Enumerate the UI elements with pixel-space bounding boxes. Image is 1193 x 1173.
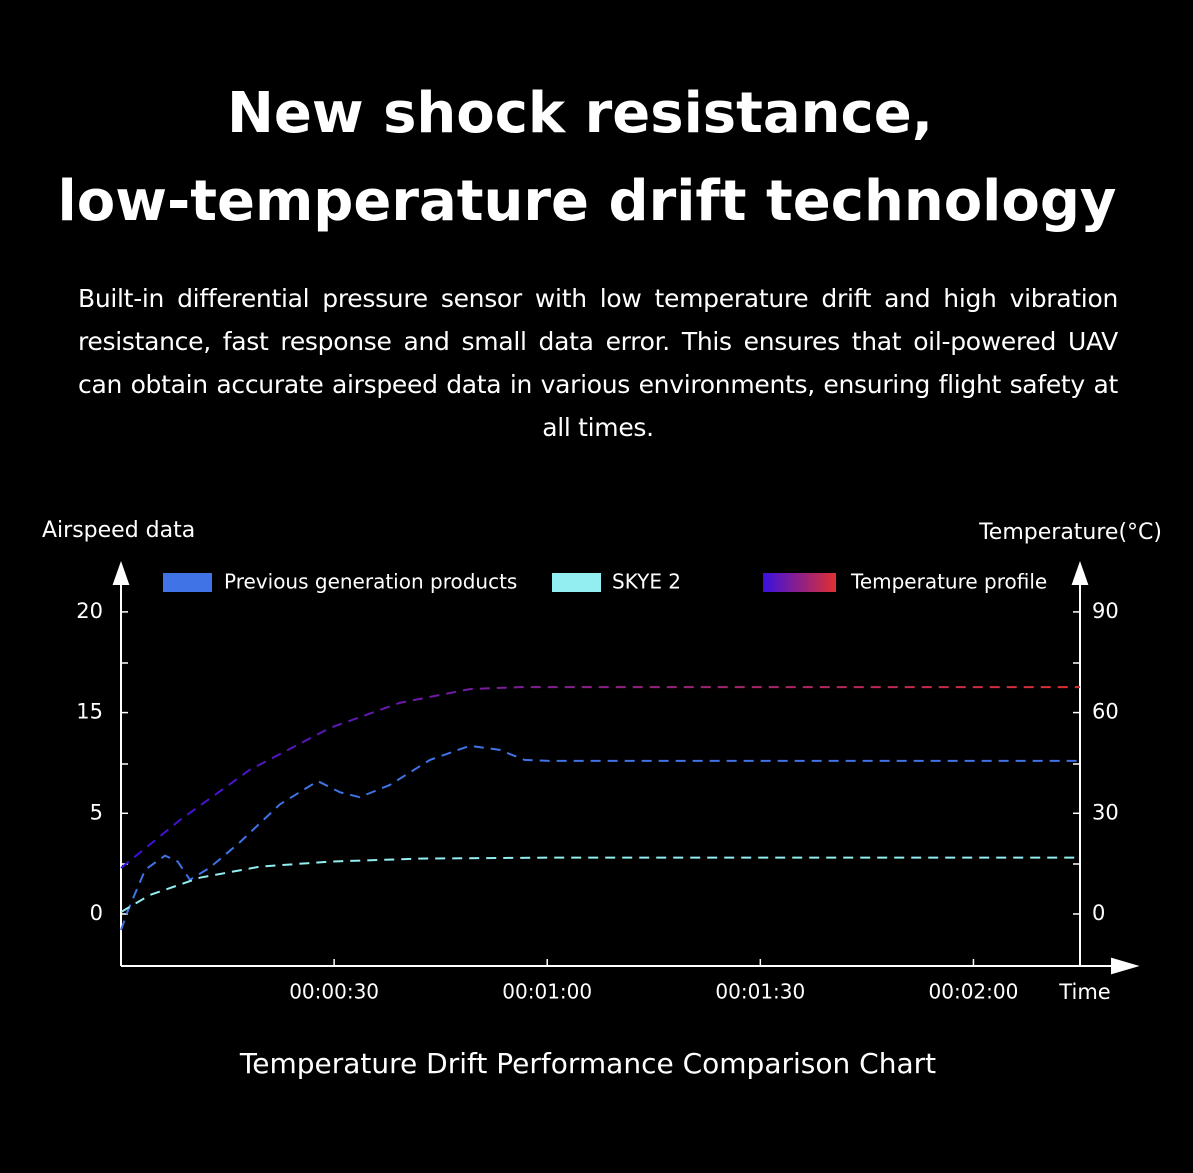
chart-title: Temperature Drift Performance Comparison… (239, 1047, 936, 1080)
y2-axis-label: Temperature(°C) (978, 520, 1162, 545)
y2-tick-label: 0 (1092, 901, 1105, 925)
legend-label: SKYE 2 (612, 570, 681, 594)
x-axis-label: Time (1058, 980, 1110, 1004)
x-tick-label: 00:01:30 (715, 980, 805, 1004)
y-tick-label: 15 (76, 700, 103, 724)
series-line (120, 744, 1080, 931)
y2-tick-label: 30 (1092, 800, 1119, 824)
axes (112, 560, 1140, 975)
y2-tick-label: 60 (1092, 700, 1119, 724)
series-line (120, 686, 1080, 869)
legend-label: Temperature profile (850, 570, 1047, 594)
x-tick-label: 00:00:30 (289, 980, 379, 1004)
y-tick-label: 0 (90, 901, 103, 925)
y2-tick-label: 90 (1092, 599, 1119, 623)
x-tick-label: 00:01:00 (502, 980, 592, 1004)
y-tick-label: 20 (76, 599, 103, 623)
legend-swatch (552, 573, 601, 592)
y-tick-label: 5 (90, 800, 103, 824)
y-axis-label: Airspeed data (42, 518, 195, 543)
title-line: New shock resistance, (227, 81, 933, 146)
legend-swatch (163, 573, 212, 592)
description: Built-in differential pressure sensor wi… (78, 284, 1118, 442)
x-tick-label: 00:02:00 (929, 980, 1019, 1004)
title-line: low-temperature drift technology (58, 169, 1117, 234)
legend-label: Previous generation products (224, 570, 517, 594)
legend-swatch (763, 573, 836, 592)
series-line (120, 856, 1080, 913)
